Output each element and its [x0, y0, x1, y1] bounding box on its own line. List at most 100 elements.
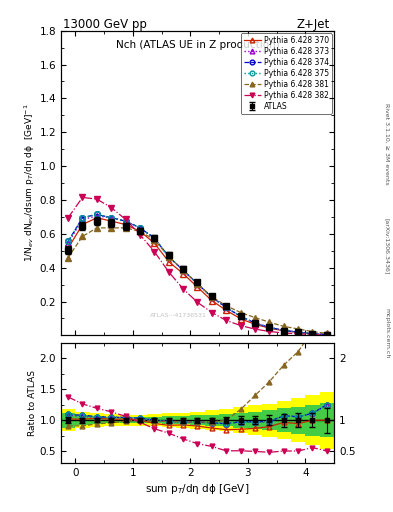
Pythia 6.428 381: [325, 330, 329, 336]
Pythia 6.428 382: [325, 332, 329, 338]
Pythia 6.428 373: [152, 235, 157, 241]
Pythia 6.428 374: [281, 327, 286, 333]
Pythia 6.428 381: [166, 253, 171, 260]
Pythia 6.428 382: [310, 331, 315, 337]
Pythia 6.428 370: [296, 329, 301, 335]
Pythia 6.428 382: [80, 195, 85, 201]
Pythia 6.428 370: [152, 240, 157, 246]
Pythia 6.428 374: [224, 304, 229, 310]
Line: Pythia 6.428 370: Pythia 6.428 370: [65, 215, 330, 337]
Pythia 6.428 381: [224, 303, 229, 309]
Pythia 6.428 375: [224, 304, 229, 310]
Pythia 6.428 375: [195, 281, 200, 287]
Pythia 6.428 375: [138, 225, 142, 231]
Pythia 6.428 370: [267, 325, 272, 331]
Pythia 6.428 381: [181, 267, 185, 273]
Pythia 6.428 373: [209, 294, 214, 301]
Pythia 6.428 381: [253, 314, 257, 321]
Pythia 6.428 382: [109, 204, 114, 210]
Pythia 6.428 370: [80, 221, 85, 227]
Text: mcplots.cern.ch: mcplots.cern.ch: [385, 308, 389, 358]
Pythia 6.428 382: [267, 328, 272, 334]
Pythia 6.428 375: [325, 331, 329, 337]
Pythia 6.428 370: [281, 328, 286, 334]
Pythia 6.428 375: [123, 218, 128, 224]
Pythia 6.428 382: [166, 269, 171, 275]
Pythia 6.428 382: [123, 217, 128, 223]
Legend: Pythia 6.428 370, Pythia 6.428 373, Pythia 6.428 374, Pythia 6.428 375, Pythia 6: Pythia 6.428 370, Pythia 6.428 373, Pyth…: [241, 33, 332, 114]
Pythia 6.428 375: [152, 235, 157, 241]
Line: Pythia 6.428 374: Pythia 6.428 374: [65, 211, 330, 337]
Pythia 6.428 373: [94, 213, 99, 219]
Pythia 6.428 382: [209, 309, 214, 315]
Pythia 6.428 373: [224, 304, 229, 310]
Pythia 6.428 375: [94, 211, 99, 218]
Pythia 6.428 374: [253, 320, 257, 326]
Pythia 6.428 375: [181, 267, 185, 273]
Pythia 6.428 373: [138, 225, 142, 231]
Pythia 6.428 382: [281, 330, 286, 336]
Y-axis label: 1/N$_{ev}$ dN$_{ev}$/dsum p$_{T}$/dη dϕ  [GeV]$^{-1}$: 1/N$_{ev}$ dN$_{ev}$/dsum p$_{T}$/dη dϕ …: [22, 104, 37, 262]
Pythia 6.428 373: [166, 253, 171, 260]
Pythia 6.428 381: [80, 233, 85, 240]
Pythia 6.428 370: [209, 297, 214, 304]
Pythia 6.428 381: [109, 225, 114, 231]
Text: Z+Jet: Z+Jet: [297, 18, 330, 31]
Pythia 6.428 374: [109, 215, 114, 221]
Pythia 6.428 381: [123, 225, 128, 231]
Pythia 6.428 374: [94, 211, 99, 218]
Pythia 6.428 374: [66, 239, 70, 245]
Pythia 6.428 382: [296, 331, 301, 337]
Pythia 6.428 374: [209, 294, 214, 301]
Pythia 6.428 370: [181, 270, 185, 276]
Pythia 6.428 382: [94, 196, 99, 202]
Pythia 6.428 375: [209, 294, 214, 301]
Pythia 6.428 381: [296, 326, 301, 332]
Pythia 6.428 381: [138, 228, 142, 234]
Pythia 6.428 381: [152, 237, 157, 243]
Pythia 6.428 374: [123, 218, 128, 224]
Text: Nch (ATLAS UE in Z production): Nch (ATLAS UE in Z production): [116, 40, 279, 50]
Pythia 6.428 374: [267, 324, 272, 330]
Pythia 6.428 373: [267, 324, 272, 330]
Pythia 6.428 373: [195, 281, 200, 287]
Pythia 6.428 374: [195, 281, 200, 287]
Pythia 6.428 381: [209, 294, 214, 300]
Pythia 6.428 374: [181, 267, 185, 273]
Pythia 6.428 373: [80, 217, 85, 223]
Pythia 6.428 370: [109, 218, 114, 224]
Pythia 6.428 370: [224, 307, 229, 313]
Pythia 6.428 375: [267, 324, 272, 330]
Pythia 6.428 373: [238, 313, 243, 319]
Pythia 6.428 370: [94, 215, 99, 221]
Pythia 6.428 373: [181, 267, 185, 273]
Pythia 6.428 374: [296, 329, 301, 335]
Pythia 6.428 375: [66, 239, 70, 245]
Pythia 6.428 373: [325, 331, 329, 337]
Y-axis label: Ratio to ATLAS: Ratio to ATLAS: [28, 370, 37, 436]
Pythia 6.428 375: [310, 331, 315, 337]
Pythia 6.428 375: [281, 327, 286, 333]
Pythia 6.428 381: [238, 309, 243, 315]
X-axis label: sum p$_{T}$/dη dϕ [GeV]: sum p$_{T}$/dη dϕ [GeV]: [145, 482, 250, 497]
Pythia 6.428 381: [310, 329, 315, 335]
Line: Pythia 6.428 381: Pythia 6.428 381: [65, 225, 330, 336]
Pythia 6.428 370: [166, 259, 171, 265]
Pythia 6.428 374: [138, 225, 142, 231]
Pythia 6.428 374: [80, 215, 85, 221]
Pythia 6.428 381: [195, 281, 200, 287]
Pythia 6.428 374: [310, 331, 315, 337]
Pythia 6.428 373: [253, 320, 257, 326]
Pythia 6.428 382: [181, 286, 185, 292]
Line: Pythia 6.428 382: Pythia 6.428 382: [65, 195, 330, 338]
Pythia 6.428 381: [267, 319, 272, 325]
Text: 13000 GeV pp: 13000 GeV pp: [63, 18, 147, 31]
Pythia 6.428 373: [281, 327, 286, 333]
Pythia 6.428 374: [152, 235, 157, 241]
Text: [arXiv:1306.3436]: [arXiv:1306.3436]: [385, 218, 389, 274]
Pythia 6.428 382: [195, 300, 200, 306]
Pythia 6.428 370: [310, 331, 315, 337]
Pythia 6.428 370: [123, 221, 128, 227]
Pythia 6.428 370: [195, 284, 200, 290]
Pythia 6.428 370: [66, 245, 70, 251]
